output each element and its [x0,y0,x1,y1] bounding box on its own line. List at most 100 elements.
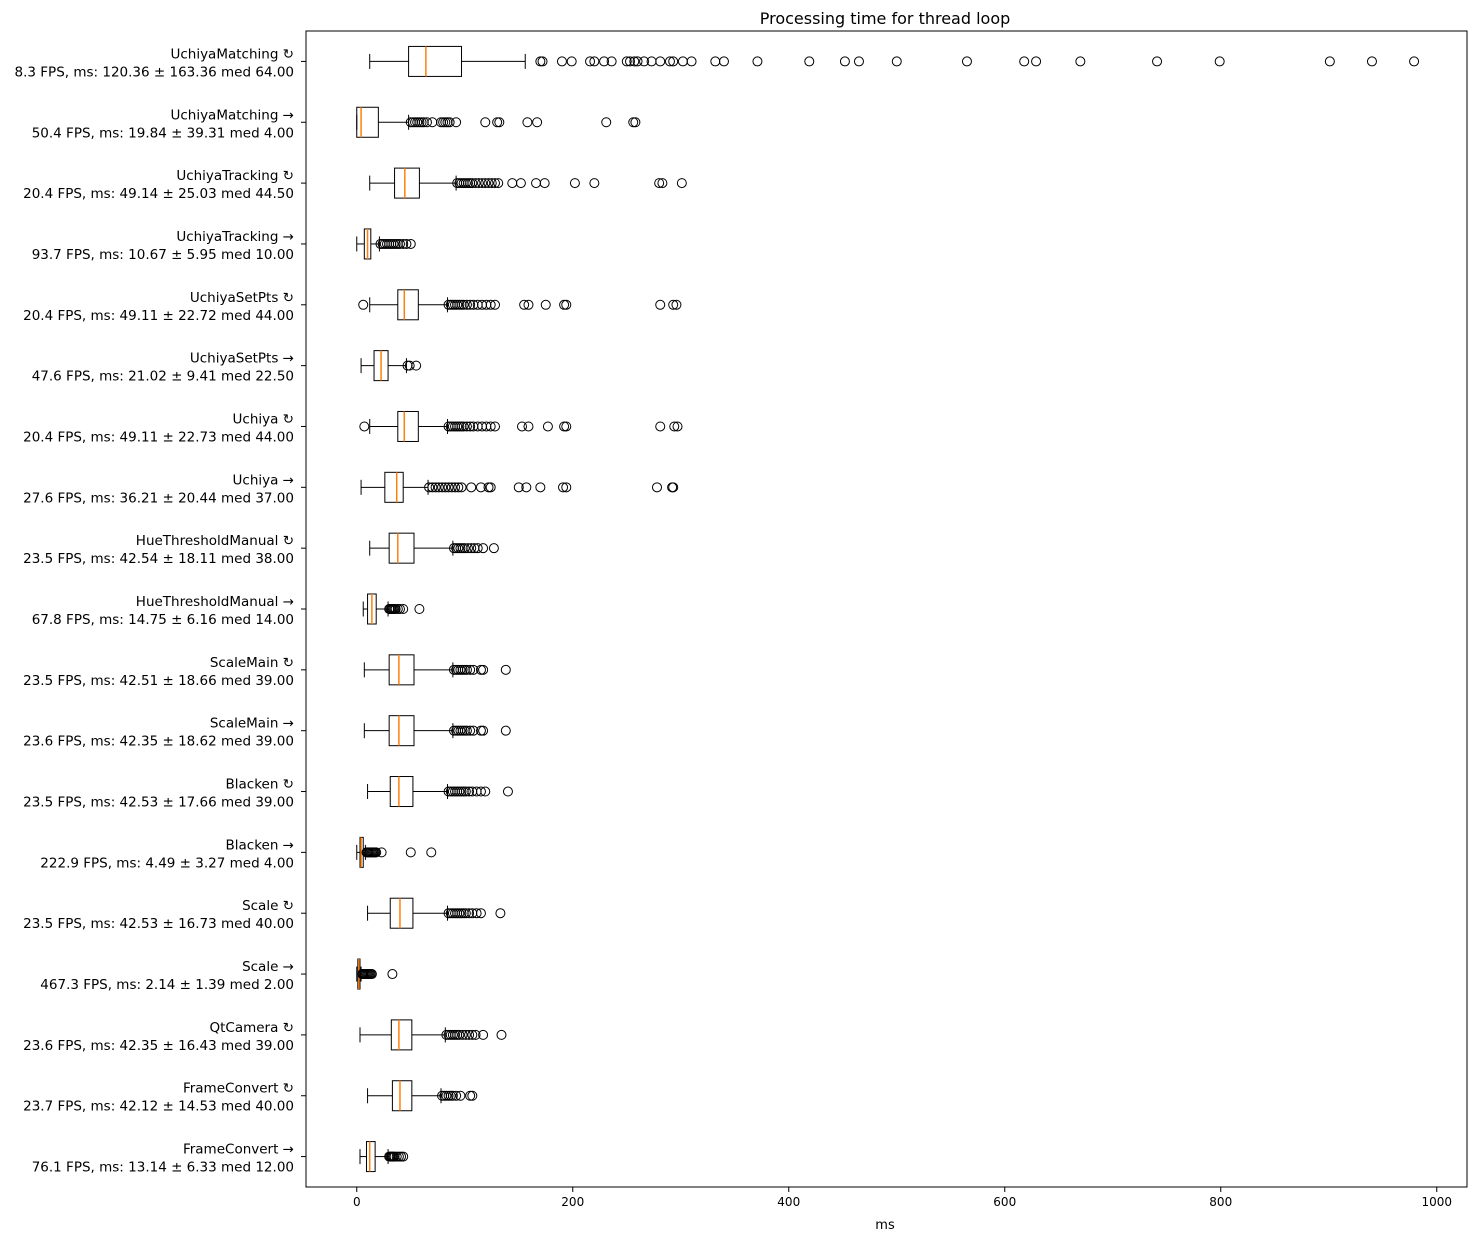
box-series [368,1081,477,1111]
x-axis: 0 200 400 600 800 1000 [353,1187,1452,1209]
series-stats-label: 23.5 FPS, ms: 42.53 ± 16.73 med 40.00 [23,916,294,932]
box-series [363,594,424,624]
box-series [361,472,678,502]
outlier-point [479,726,488,735]
series-name-label: FrameConvert → [183,1142,294,1158]
series-name-label: UchiyaSetPts ↻ [190,290,294,306]
x-tick-label: 800 [1209,1195,1232,1209]
outlier-point [406,848,415,857]
series-name-label: ScaleMain → [210,716,294,732]
series-stats-label: 20.4 FPS, ms: 49.11 ± 22.72 med 44.00 [23,308,294,324]
box-iqr [389,716,414,746]
outlier-point [678,57,687,66]
series-name-label: QtCamera ↻ [209,1020,294,1036]
series-stats-label: 23.6 FPS, ms: 42.35 ± 16.43 med 39.00 [23,1038,294,1054]
series-stats-label: 20.4 FPS, ms: 49.11 ± 22.73 med 44.00 [23,429,294,445]
box-series [368,898,505,928]
outlier-point [415,605,424,614]
series-name-label: Blacken ↻ [225,777,294,793]
box-series [359,290,681,320]
outlier-point [590,179,599,188]
outlier-point [562,300,571,309]
box-iqr [395,168,420,198]
series-name-label: Uchiya ↻ [233,411,294,427]
outlier-point [677,179,686,188]
series-stats-label: 20.4 FPS, ms: 49.14 ± 25.03 med 44.50 [23,186,294,202]
series-name-label: FrameConvert ↻ [183,1081,294,1097]
series-stats-label: 50.4 FPS, ms: 19.84 ± 39.31 med 4.00 [32,125,294,141]
series-name-label: HueThresholdManual ↻ [136,533,294,549]
outlier-point [489,544,498,553]
x-tick-label: 400 [777,1195,800,1209]
outlier-point [479,665,488,674]
series-stats-label: 27.6 FPS, ms: 36.21 ± 20.44 med 37.00 [23,490,294,506]
box-iqr [389,655,414,685]
outlier-point [719,57,728,66]
outlier-point [631,118,640,127]
series-stats-label: 23.6 FPS, ms: 42.35 ± 18.62 med 39.00 [23,734,294,750]
series-stats-label: 23.5 FPS, ms: 42.53 ± 17.66 med 39.00 [23,795,294,811]
box-series [370,46,1419,76]
outlier-point [560,422,569,431]
outlier-point [562,422,571,431]
outlier-point [501,726,510,735]
box-iqr [385,472,403,502]
outlier-point [1215,57,1224,66]
x-tick-label: 600 [993,1195,1016,1209]
box-series [361,351,421,381]
box-iqr [409,46,462,76]
box-series [360,1020,506,1050]
x-tick-label: 0 [353,1195,361,1209]
outlier-point [1367,57,1376,66]
outlier-point [501,665,510,674]
outlier-point [359,300,368,309]
outlier-point [452,118,461,127]
series-name-label: HueThresholdManual → [136,594,294,610]
box-series [357,229,416,259]
outlier-point [1032,57,1041,66]
outlier-point [495,118,504,127]
box-series [357,107,640,137]
series-name-label: UchiyaMatching → [170,107,294,123]
box-iqr [390,777,413,807]
outlier-point [805,57,814,66]
outlier-point [536,57,545,66]
outlier-point [753,57,762,66]
outlier-point [560,300,569,309]
outlier-point [892,57,901,66]
plot-area [357,46,1419,1171]
y-axis: UchiyaMatching ↻8.3 FPS, ms: 120.36 ± 16… [15,46,306,1175]
outlier-point [540,179,549,188]
outlier-point [496,909,505,918]
outlier-point [557,57,566,66]
outlier-point [523,118,532,127]
series-stats-label: 467.3 FPS, ms: 2.14 ± 1.39 med 2.00 [40,977,294,993]
outlier-point [570,179,579,188]
outlier-point [360,422,369,431]
series-stats-label: 67.8 FPS, ms: 14.75 ± 6.16 med 14.00 [32,612,294,628]
box-series [368,777,513,807]
outlier-point [629,118,638,127]
series-name-label: Scale ↻ [242,898,294,914]
outlier-point [481,118,490,127]
box-iqr [398,411,419,441]
outlier-point [503,787,512,796]
outlier-point [536,483,545,492]
box-series [357,837,436,867]
outlier-point [602,118,611,127]
outlier-point [508,179,517,188]
outlier-point [567,57,576,66]
outlier-point [687,57,696,66]
outlier-point [516,179,525,188]
box-series [364,716,510,746]
box-series [370,168,687,198]
outlier-point [711,57,720,66]
outlier-point [1153,57,1162,66]
outlier-point [854,57,863,66]
series-stats-label: 8.3 FPS, ms: 120.36 ± 163.36 med 64.00 [15,64,294,80]
box-iqr [389,533,414,563]
series-stats-label: 23.5 FPS, ms: 42.54 ± 18.11 med 38.00 [23,551,294,567]
series-stats-label: 47.6 FPS, ms: 21.02 ± 9.41 med 22.50 [32,369,294,385]
box-series [357,959,397,989]
